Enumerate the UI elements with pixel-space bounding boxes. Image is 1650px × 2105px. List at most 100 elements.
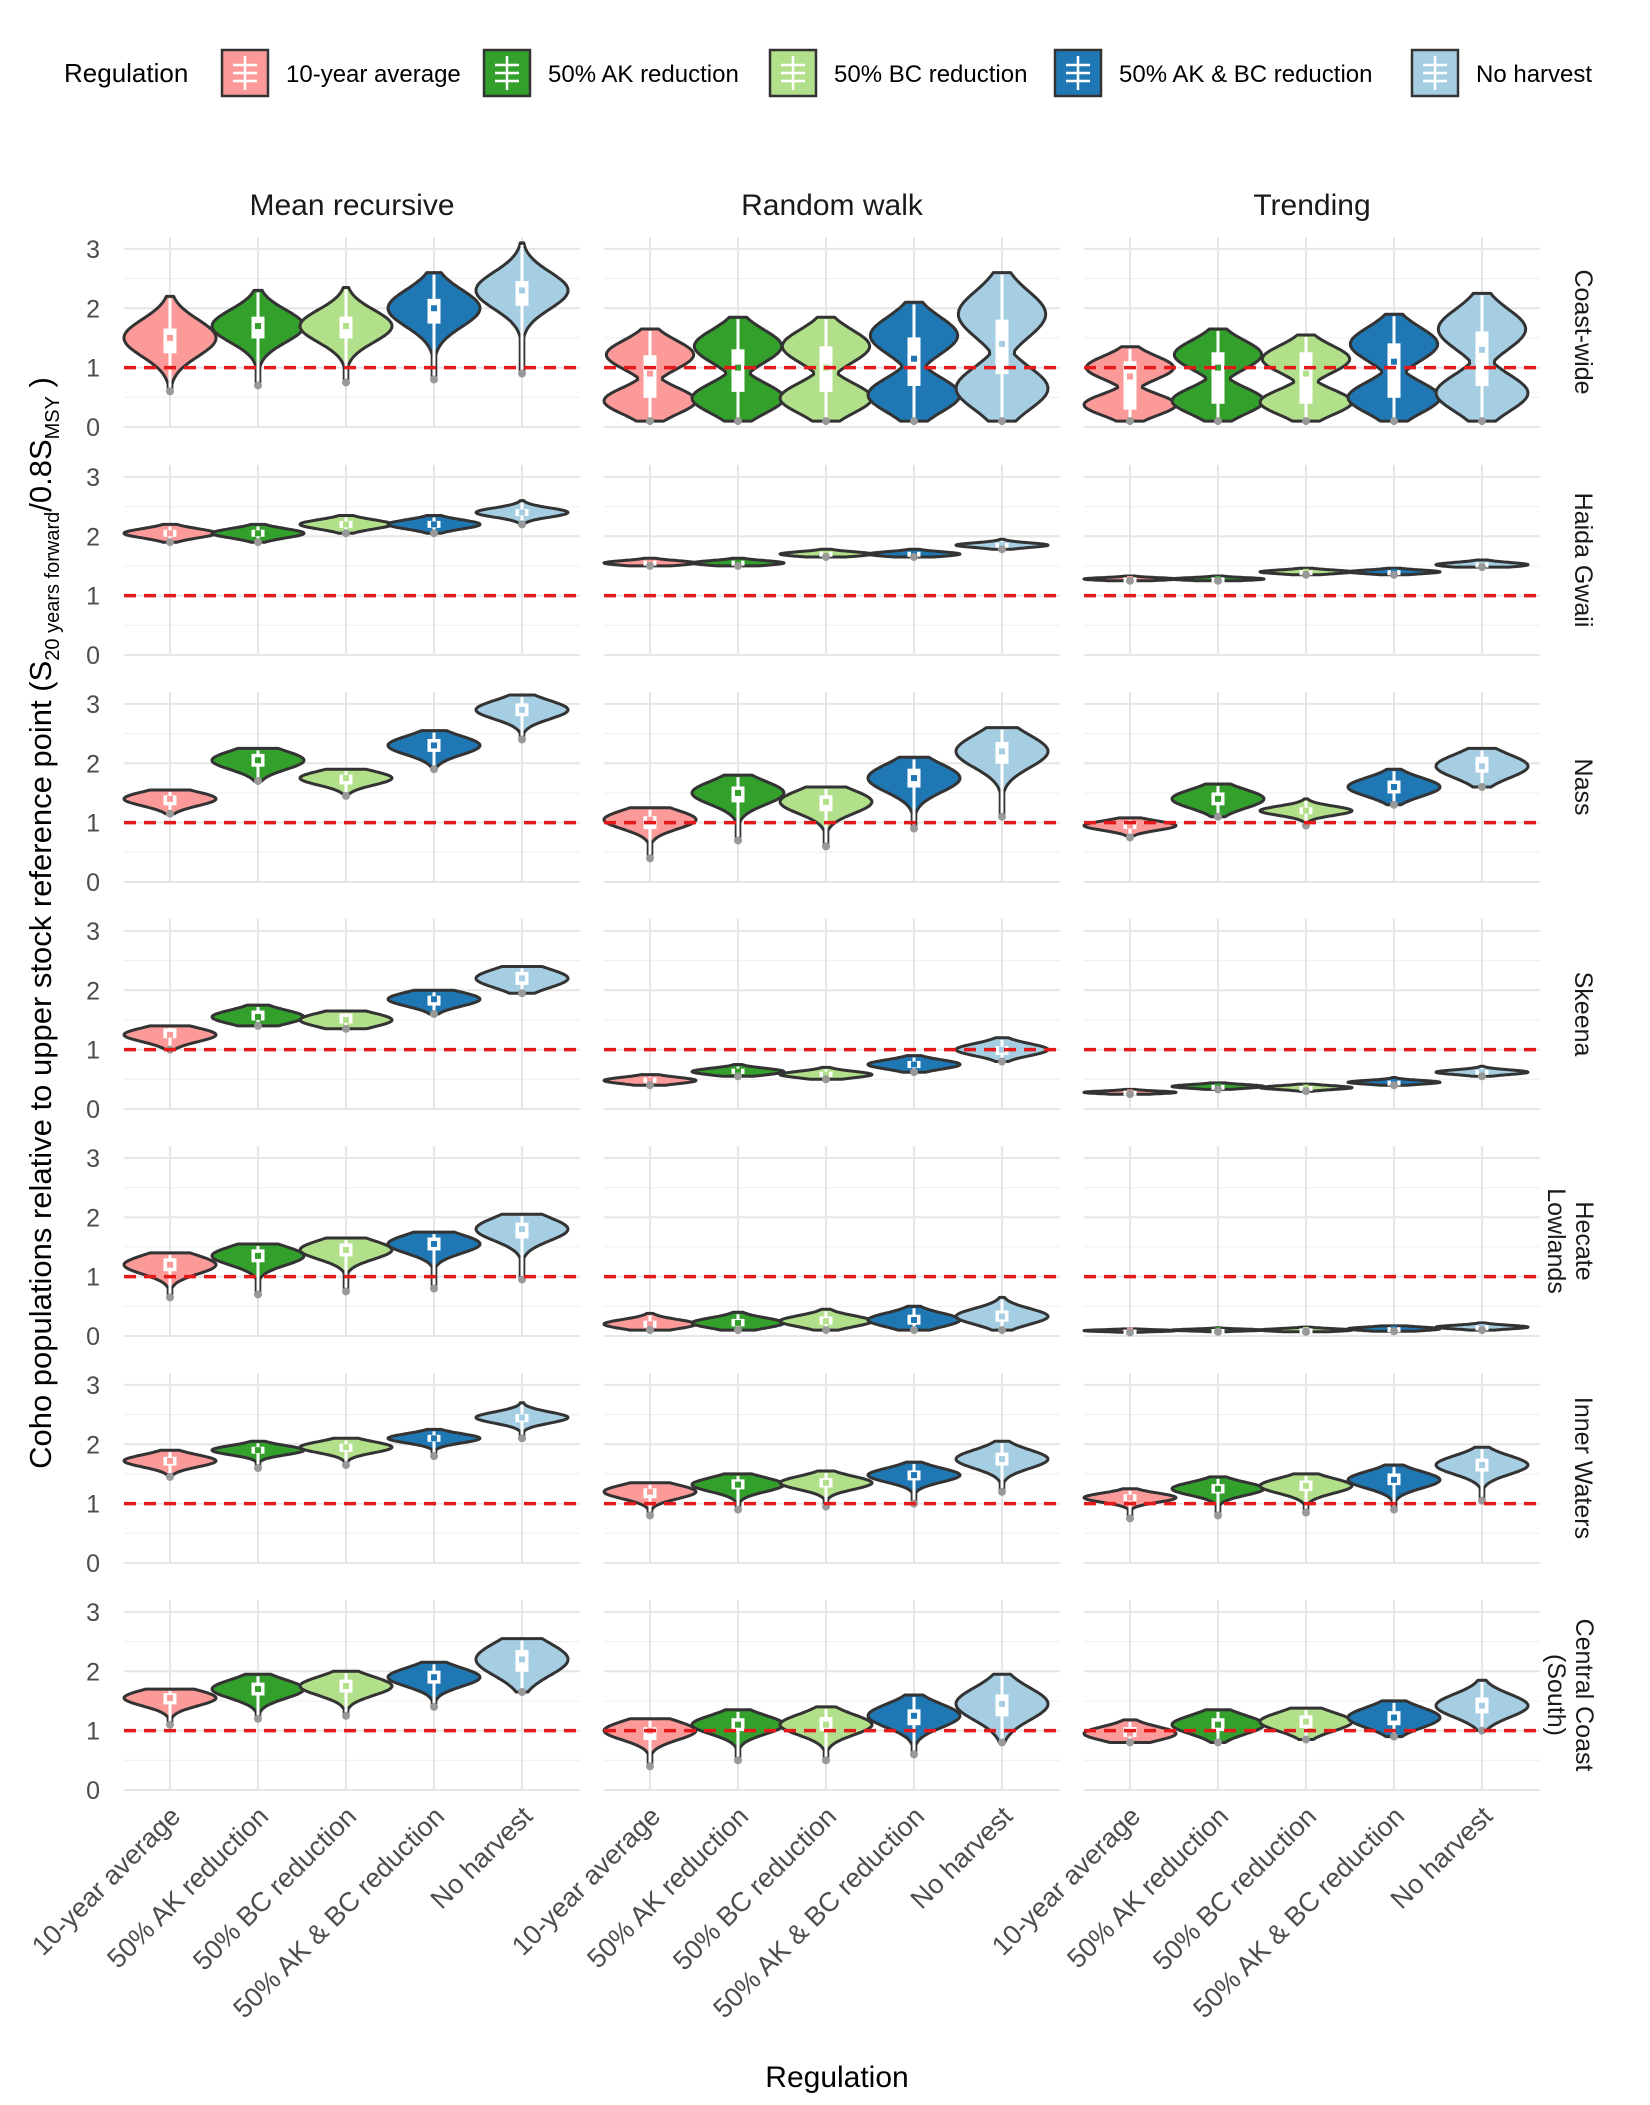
violin-min-point bbox=[430, 529, 438, 538]
y-tick-label: 0 bbox=[86, 1323, 100, 1351]
violin-median bbox=[255, 1447, 261, 1454]
violin-3 bbox=[778, 315, 874, 426]
violin-median bbox=[735, 1481, 741, 1488]
violin-min-point bbox=[1478, 1072, 1486, 1081]
violin-median bbox=[911, 1472, 917, 1479]
violin-min-point bbox=[734, 1326, 742, 1335]
violin-min-point bbox=[342, 1024, 350, 1033]
violin-median bbox=[735, 1068, 741, 1075]
violin-1 bbox=[122, 1024, 218, 1054]
panel-1-0: 0 1 2 3 bbox=[86, 464, 580, 670]
violin-median bbox=[343, 323, 349, 330]
violin-5 bbox=[954, 537, 1050, 554]
violin-3 bbox=[298, 286, 394, 387]
row-labels: Coast-wide Haida Gwaii Nass Skeena HecateLow… bbox=[1542, 269, 1598, 1771]
violin-median bbox=[1303, 807, 1309, 814]
y-tick-label: 0 bbox=[86, 1777, 100, 1805]
row-label-7: Central Coast(South) bbox=[1542, 1619, 1598, 1772]
row-label-line: Lowlands bbox=[1542, 1188, 1570, 1294]
y-axis-title-sub1: 20 years forward bbox=[42, 512, 64, 661]
violin-min-point bbox=[166, 387, 174, 396]
legend-title: Regulation bbox=[64, 58, 188, 88]
violin-min-point bbox=[254, 777, 262, 786]
column-headers: Mean recursive Random walk Trending bbox=[249, 189, 1370, 222]
legend-label: 50% AK reduction bbox=[548, 61, 739, 88]
violin-2 bbox=[1170, 1326, 1266, 1336]
violin-min-point bbox=[646, 854, 654, 863]
violin-5 bbox=[954, 271, 1050, 426]
column-header-3: Trending bbox=[1253, 189, 1370, 222]
violin-median bbox=[911, 1712, 917, 1719]
violin-min-point bbox=[430, 1452, 438, 1461]
violin-median bbox=[1391, 784, 1397, 790]
violin-2 bbox=[210, 1242, 306, 1299]
violin-2 bbox=[690, 1310, 786, 1335]
violin-min-point bbox=[1390, 1327, 1398, 1336]
violin-median bbox=[1215, 795, 1221, 802]
y-tick-label: 3 bbox=[86, 1372, 100, 1400]
violin-4 bbox=[866, 547, 962, 562]
violin-min-point bbox=[342, 529, 350, 538]
violin-1 bbox=[602, 1717, 698, 1771]
violin-min-point bbox=[734, 1505, 742, 1514]
violin-min-point bbox=[1478, 417, 1486, 426]
violin-1 bbox=[1082, 574, 1178, 585]
violin-4 bbox=[1346, 1076, 1442, 1090]
violin-min-point bbox=[822, 1075, 830, 1084]
row-label-3: Nass bbox=[1569, 759, 1597, 816]
violin-median bbox=[431, 1435, 437, 1442]
violin-min-point bbox=[910, 824, 918, 833]
violin-median bbox=[1215, 1721, 1221, 1728]
violin-min-point bbox=[518, 520, 526, 529]
violin-5 bbox=[954, 1672, 1050, 1747]
violin-median bbox=[167, 530, 173, 537]
violin-1 bbox=[602, 327, 698, 426]
violin-median bbox=[167, 1261, 173, 1268]
violin-1 bbox=[602, 806, 698, 863]
violin-3 bbox=[1258, 1082, 1354, 1096]
violin-5 bbox=[1434, 1064, 1530, 1081]
violin-2 bbox=[210, 1003, 306, 1030]
violin-median bbox=[519, 975, 525, 982]
violin-2 bbox=[1170, 782, 1266, 821]
violin-median bbox=[519, 1656, 525, 1663]
violin-min-point bbox=[910, 417, 918, 426]
violin-median bbox=[999, 340, 1005, 347]
y-tick-label: 1 bbox=[86, 583, 100, 611]
violin-median bbox=[255, 530, 261, 537]
violin-median bbox=[1479, 1069, 1485, 1076]
y-tick-label: 1 bbox=[86, 810, 100, 838]
violin-median bbox=[167, 334, 173, 341]
y-tick-label: 2 bbox=[86, 295, 100, 323]
violin-median bbox=[167, 1457, 173, 1464]
violin-3 bbox=[1258, 1472, 1354, 1517]
legend: Regulation 10-year average 50% AK reducti… bbox=[64, 48, 1592, 98]
violin-4 bbox=[866, 755, 962, 833]
violin-min-point bbox=[1302, 1327, 1310, 1336]
violin-median bbox=[431, 305, 437, 312]
y-tick-label: 3 bbox=[86, 1599, 100, 1627]
violin-min-point bbox=[734, 836, 742, 845]
violin-min-point bbox=[518, 735, 526, 744]
violin-median bbox=[911, 355, 917, 362]
violin-median bbox=[343, 1246, 349, 1253]
violin-4 bbox=[1346, 566, 1442, 579]
violin-min-point bbox=[734, 561, 742, 570]
violin-median bbox=[823, 798, 829, 805]
violin-median bbox=[823, 1479, 829, 1486]
violin-4 bbox=[1346, 767, 1442, 809]
violin-median bbox=[999, 1313, 1005, 1320]
legend-label: No harvest bbox=[1476, 61, 1592, 88]
violin-5 bbox=[954, 726, 1050, 821]
violin-min-point bbox=[254, 1021, 262, 1030]
violin-2 bbox=[1170, 574, 1266, 585]
violin-median bbox=[735, 364, 741, 371]
violin-min-point bbox=[998, 1738, 1006, 1747]
violin-box bbox=[1299, 352, 1313, 404]
violin-median bbox=[431, 996, 437, 1003]
violin-1 bbox=[1082, 1487, 1178, 1523]
violin-2 bbox=[690, 1708, 786, 1765]
violin-median bbox=[647, 370, 653, 377]
